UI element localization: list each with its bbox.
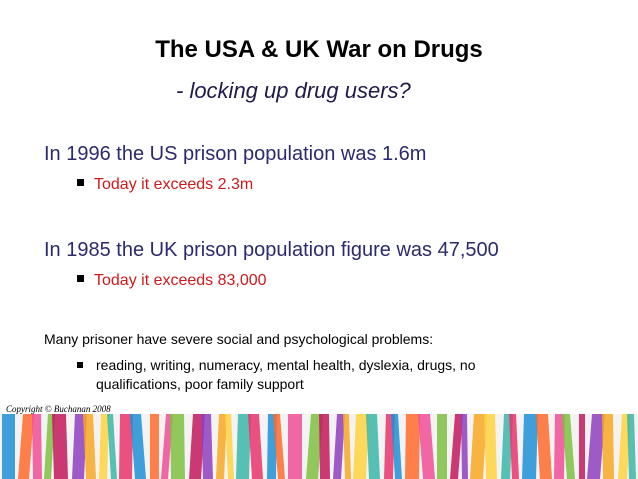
stripe (130, 414, 146, 479)
subpoint-uk-text: Today it exceeds 83,000 (94, 272, 267, 289)
stripe (470, 414, 487, 479)
subpoint-uk-today: Today it exceeds 83,000 (77, 272, 267, 290)
stripe (343, 414, 351, 479)
stripe (579, 414, 585, 479)
stripe (32, 414, 42, 479)
decorative-stripe-band (0, 414, 638, 479)
bullet-icon (77, 179, 84, 187)
point-uk-prison: In 1985 the UK prison population figure … (44, 239, 499, 261)
prisoner-problems-text: reading, writing, numeracy, mental healt… (96, 357, 476, 392)
stripe (437, 414, 447, 479)
stripe (554, 414, 565, 479)
slide-title: The USA & UK War on Drugs (155, 36, 483, 63)
stripe (236, 414, 251, 479)
stripe (273, 414, 285, 479)
slide-subtitle: - locking up drug users? (176, 78, 411, 103)
stripe (83, 414, 96, 479)
stripe (18, 414, 34, 479)
stripe (72, 414, 87, 479)
prisoner-problems-subpoint: reading, writing, numeracy, mental healt… (77, 356, 547, 394)
stripe (2, 414, 15, 479)
stripe (602, 414, 614, 479)
bullet-icon (77, 362, 83, 368)
stripe (201, 414, 213, 479)
stripe (587, 414, 605, 479)
stripe (319, 414, 330, 479)
subpoint-us-today: Today it exceeds 2.3m (77, 176, 253, 194)
stripe (161, 414, 173, 479)
point-us-prison: In 1996 the US prison population was 1.6… (44, 143, 427, 165)
stripe (450, 414, 463, 479)
stripe (562, 414, 575, 479)
stripe (99, 414, 109, 479)
stripe (170, 414, 185, 479)
stripe (418, 414, 435, 479)
subpoint-us-text: Today it exceeds 2.3m (94, 176, 254, 193)
stripe (52, 414, 68, 479)
stripe (391, 414, 402, 479)
stripe (484, 414, 497, 479)
stripe (150, 414, 159, 479)
copyright-notice: Copyright © Buchanan 2008 (6, 404, 111, 414)
stripe (333, 414, 345, 479)
stripe (44, 414, 55, 479)
stripe (522, 414, 538, 479)
prisoner-problems-note: Many prisoner have severe social and psy… (44, 331, 434, 347)
bullet-icon (77, 275, 84, 283)
stripe (225, 414, 234, 479)
stripe (627, 414, 636, 479)
stripe (366, 414, 380, 479)
stripe (119, 414, 133, 479)
stripe (461, 414, 468, 479)
stripe (353, 414, 369, 479)
stripe (405, 414, 420, 479)
stripe (509, 414, 519, 479)
stripe (248, 414, 263, 479)
stripe (216, 414, 227, 479)
stripe (107, 414, 117, 479)
stripe (189, 414, 205, 479)
stripe (288, 414, 302, 479)
stripe (306, 414, 323, 479)
stripe (536, 414, 552, 479)
